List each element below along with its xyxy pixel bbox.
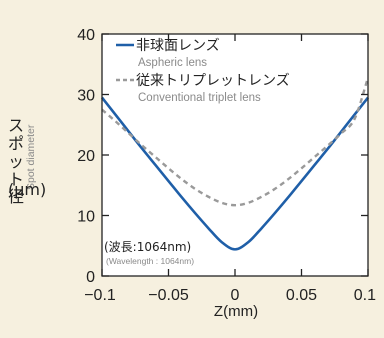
y-axis-title-char-3: ッ [8,152,24,171]
x-tick-label: −0.05 [148,287,189,304]
y-axis-title-char-5: 径 [8,187,24,206]
y-tick-label: 10 [77,209,95,226]
series-line-aspheric [100,96,370,251]
x-tick-label: 0.1 [354,287,376,304]
legend-sublabel-aspheric: Aspheric lens [138,57,207,69]
legend: 非球面レンズ Aspheric lens 従来トリプレットレンズ Convent… [116,38,290,104]
legend-label-triplet: 従来トリプレットレンズ [136,73,290,89]
x-tick-label: −0.1 [84,287,116,304]
wavelength-note-sub: (Wavelength : 1064nm) [106,256,194,266]
wavelength-note: (波長:1064nm) [104,240,191,254]
y-tick-label: 30 [77,88,95,105]
tick-labels: 0 10 20 30 40 −0.1 −0.05 0 0.05 0.1 [77,27,376,304]
legend-label-aspheric: 非球面レンズ [136,38,220,54]
x-tick-label: 0 [231,287,240,304]
series-line-triplet [101,77,370,207]
axes-layer [101,33,369,277]
x-axis-title: Z(mm) [214,303,258,320]
y-tick-label: 40 [77,27,95,44]
y-tick-label: 0 [86,269,95,286]
y-axis-subtitle: Spot diameter [25,124,37,190]
y-axis-title-char-1: ス [8,116,24,135]
y-axis-unit: (μm) [8,180,46,199]
legend-sublabel-triplet: Conventional triplet lens [138,92,261,104]
series-layer [100,77,370,251]
x-tick-label: 0.05 [286,287,317,304]
y-axis-title: ス ポ ッ ト 径 Spot diameter (μm) [8,116,46,206]
y-axis-title-char-4: ト [8,170,24,189]
y-axis-title-char-2: ポ [8,134,24,153]
y-tick-label: 20 [77,148,95,165]
